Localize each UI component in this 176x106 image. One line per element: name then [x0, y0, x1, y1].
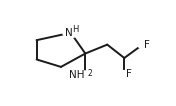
Ellipse shape — [63, 28, 79, 38]
Text: F: F — [126, 69, 132, 79]
Text: 2: 2 — [87, 69, 92, 78]
Text: NH: NH — [69, 70, 84, 80]
Text: N: N — [65, 28, 73, 38]
Ellipse shape — [138, 41, 147, 48]
Ellipse shape — [77, 71, 94, 81]
Text: F: F — [144, 40, 150, 50]
Ellipse shape — [120, 71, 129, 78]
Text: H: H — [72, 25, 79, 34]
